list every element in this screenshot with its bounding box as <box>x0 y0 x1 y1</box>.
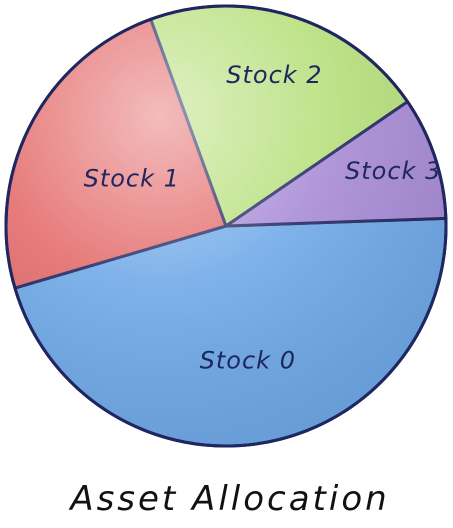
pie-outline <box>4 4 448 448</box>
chart-title: Asset Allocation <box>68 479 389 519</box>
slice-label-3: Stock 3 <box>345 157 441 185</box>
slice-label-0: Stock 0 <box>200 347 296 375</box>
slice-label-2: Stock 2 <box>226 61 322 89</box>
pie-labels: Stock 0 Stock 1 Stock 2 Stock 3 <box>84 61 441 375</box>
slice-label-1: Stock 1 <box>84 164 180 192</box>
